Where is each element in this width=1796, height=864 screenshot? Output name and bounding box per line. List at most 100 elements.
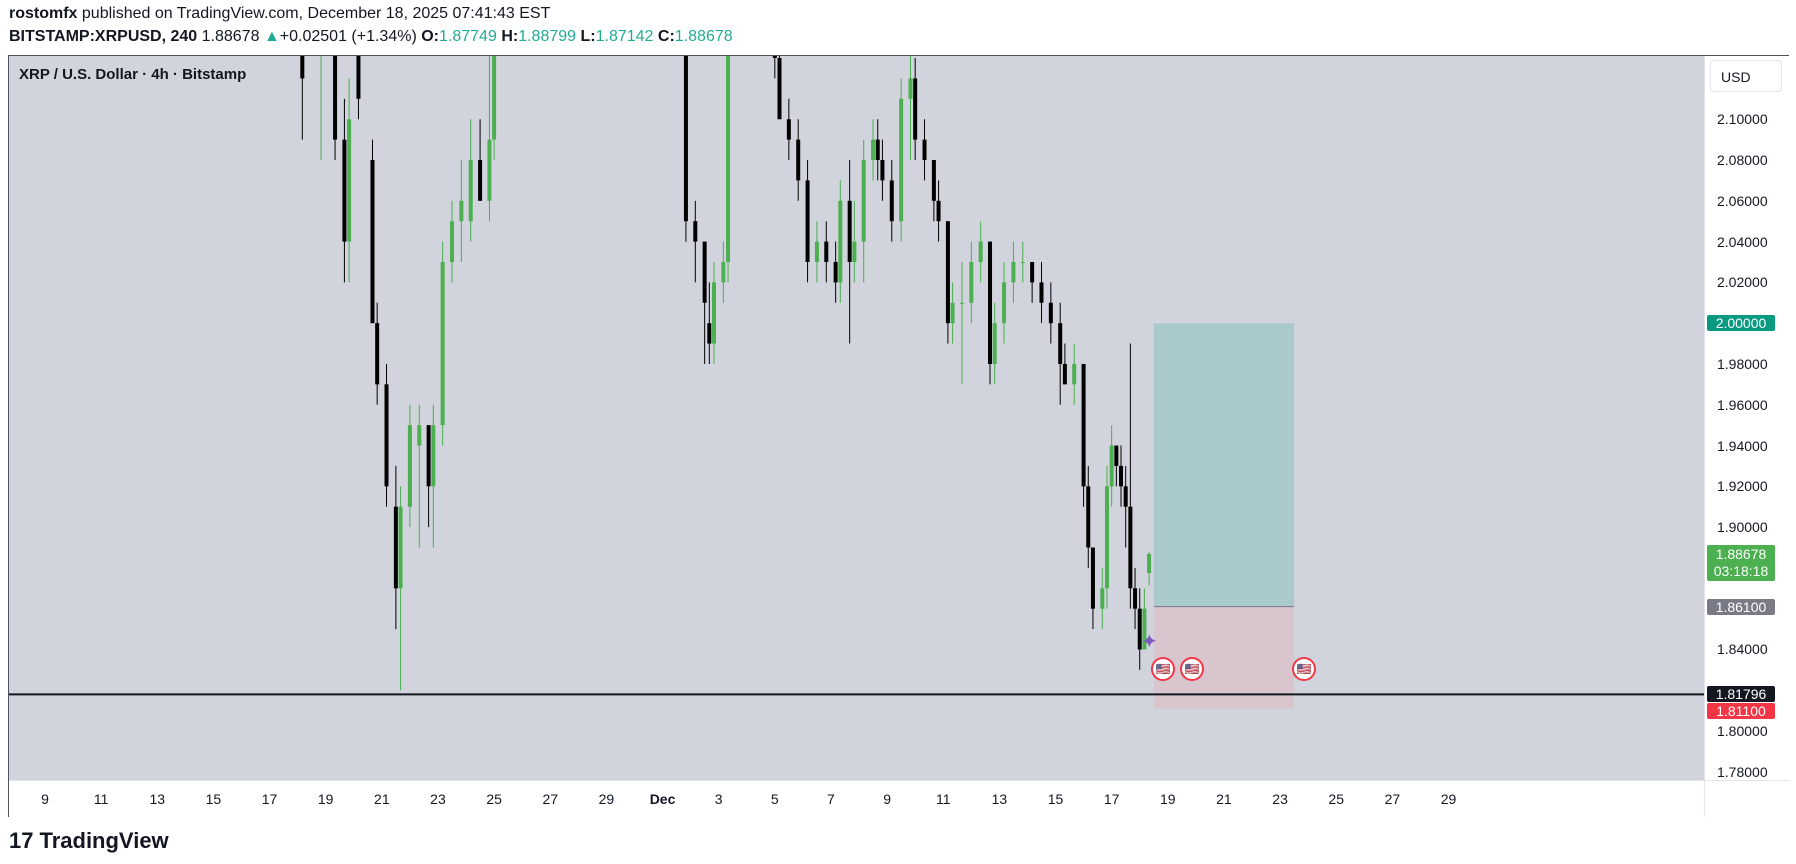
price-change: +0.02501 (+1.34%) bbox=[279, 28, 417, 45]
candle-body bbox=[407, 425, 412, 507]
candle-body bbox=[426, 425, 431, 487]
chart-plot-area[interactable]: XRP / U.S. Dollar · 4h · Bitstamp 🇺🇸 🇺🇸 … bbox=[9, 56, 1704, 780]
current-price-value: 1.88678 bbox=[1715, 546, 1767, 563]
time-tick-label: 25 bbox=[486, 791, 502, 807]
publish-info: rostomfx published on TradingView.com, D… bbox=[9, 5, 550, 23]
candle-body bbox=[847, 200, 852, 262]
tradingview-logo-icon: 17 bbox=[9, 828, 34, 853]
time-axis[interactable]: 9 11 13 15 17 19 21 23 25 27 29 Dec 3 5 7 9 11 13 15 17 19 21… bbox=[9, 780, 1704, 817]
time-tick-label: 23 bbox=[430, 791, 446, 807]
change-up-icon: ▲ bbox=[263, 28, 280, 45]
candle-body bbox=[978, 241, 983, 262]
stop-price-label: 1.81100 bbox=[1707, 703, 1775, 720]
time-tick-label: 19 bbox=[317, 791, 334, 807]
time-tick-label: 19 bbox=[1160, 791, 1176, 807]
candle-body bbox=[417, 425, 422, 446]
candle-body bbox=[721, 261, 726, 283]
time-tick-label: Dec bbox=[649, 791, 676, 807]
candle-body bbox=[431, 425, 436, 487]
horizontal-line-label: 1.81796 bbox=[1707, 686, 1775, 703]
candle-body bbox=[398, 506, 403, 589]
sparkle-event-icon[interactable]: ✦ bbox=[1141, 631, 1158, 653]
candle-body bbox=[796, 139, 801, 181]
time-tick-label: 15 bbox=[1047, 791, 1064, 807]
candle-body bbox=[908, 78, 913, 99]
candle-body bbox=[922, 139, 927, 161]
entry-price-label: 1.86100 bbox=[1707, 598, 1775, 615]
candle-body bbox=[1090, 547, 1095, 609]
us-flag-event-icon[interactable]: 🇺🇸 bbox=[1292, 657, 1316, 681]
candle-body bbox=[899, 98, 904, 222]
candle-body bbox=[824, 241, 829, 262]
candle-body bbox=[1147, 554, 1152, 573]
last-price: 1.88678 bbox=[201, 28, 260, 45]
price-tick-label: 1.84000 bbox=[1717, 641, 1768, 658]
axis-corner bbox=[1704, 780, 1789, 817]
price-tick-label: 1.78000 bbox=[1717, 763, 1768, 780]
price-tick-label: 1.98000 bbox=[1717, 355, 1768, 372]
price-tick-label: 1.90000 bbox=[1717, 519, 1768, 536]
candle-body bbox=[450, 221, 455, 262]
author-name[interactable]: rostomfx bbox=[9, 5, 78, 22]
candle-body bbox=[1058, 323, 1063, 364]
candle-body bbox=[1142, 608, 1147, 650]
candle-body bbox=[342, 139, 347, 242]
tradingview-brand[interactable]: 17 TradingView bbox=[9, 828, 169, 854]
currency-button[interactable]: USD bbox=[1710, 60, 1782, 92]
brand-name: TradingView bbox=[39, 828, 169, 853]
candle-body bbox=[861, 160, 866, 242]
time-tick-label: 29 bbox=[598, 791, 615, 807]
candle-body bbox=[880, 160, 885, 181]
candle-body bbox=[1020, 261, 1025, 263]
candle-body bbox=[871, 139, 876, 161]
time-tick-label: 17 bbox=[261, 791, 278, 807]
price-scale[interactable]: 1.780001.800001.840001.860001.880001.900… bbox=[1704, 56, 1789, 780]
candle-body bbox=[959, 302, 964, 304]
time-tick-label: 17 bbox=[1103, 791, 1120, 807]
price-tick-label: 1.94000 bbox=[1717, 437, 1768, 454]
time-tick-label: 21 bbox=[374, 791, 390, 807]
us-flag-event-icon[interactable]: 🇺🇸 bbox=[1151, 657, 1175, 681]
price-tick-label: 1.96000 bbox=[1717, 396, 1768, 413]
candle-body bbox=[702, 241, 707, 303]
time-tick-label: 11 bbox=[93, 791, 109, 807]
current-price-label: 1.88678 03:18:18 bbox=[1707, 545, 1775, 582]
low-value: 1.87142 bbox=[595, 28, 654, 45]
candle-body bbox=[931, 160, 936, 201]
symbol: BITSTAMP:XRPUSD, 240 bbox=[9, 28, 198, 45]
candle-body bbox=[786, 119, 791, 140]
candle-body bbox=[1086, 486, 1091, 548]
target-zone bbox=[1153, 323, 1295, 607]
candle-body bbox=[852, 241, 857, 262]
time-tick-label: 27 bbox=[1384, 791, 1401, 807]
candle-body bbox=[1114, 445, 1119, 466]
candle-body bbox=[1128, 506, 1133, 589]
candle-body bbox=[1104, 486, 1109, 589]
candle-body bbox=[1133, 588, 1138, 609]
candle-body bbox=[726, 56, 731, 262]
stop-zone bbox=[1153, 606, 1295, 709]
candle-body bbox=[1123, 486, 1128, 507]
candle-body bbox=[950, 302, 955, 324]
low-label: L: bbox=[580, 28, 596, 45]
candle-body bbox=[945, 221, 950, 324]
candle-body bbox=[1048, 302, 1053, 324]
candle-body bbox=[988, 241, 993, 364]
price-tick-label: 2.08000 bbox=[1717, 152, 1768, 168]
candle-body bbox=[1137, 608, 1142, 650]
candle-body bbox=[393, 506, 398, 589]
time-tick-label: 27 bbox=[542, 791, 559, 807]
candle-body bbox=[356, 56, 361, 99]
price-tick-label: 1.80000 bbox=[1717, 723, 1768, 740]
candlestick-chart[interactable] bbox=[9, 56, 1704, 780]
candle-body bbox=[707, 323, 712, 344]
time-tick-label: 9 bbox=[883, 791, 891, 807]
candle-body bbox=[772, 56, 777, 59]
candle-body bbox=[1062, 363, 1067, 385]
us-flag-event-icon[interactable]: 🇺🇸 bbox=[1180, 657, 1204, 681]
candle-body bbox=[1011, 261, 1016, 283]
candle-body bbox=[936, 200, 941, 222]
price-tick-label: 2.10000 bbox=[1717, 111, 1768, 128]
time-tick-label: 3 bbox=[714, 791, 723, 807]
candle-body bbox=[814, 241, 819, 262]
